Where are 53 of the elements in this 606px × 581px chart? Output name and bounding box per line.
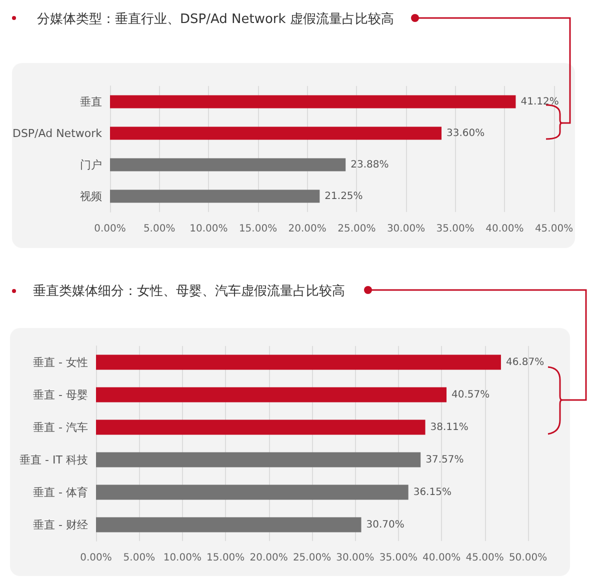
bar xyxy=(110,190,320,203)
x-tick-label: 40.00% xyxy=(486,224,524,234)
data-label: 40.57% xyxy=(452,389,490,400)
bar xyxy=(110,158,346,172)
x-tick-label: 40.00% xyxy=(422,552,461,564)
data-label: 30.70% xyxy=(366,519,404,530)
x-tick-label: 35.00% xyxy=(436,224,474,234)
y-tick-label: 门户 xyxy=(80,158,102,172)
y-tick-label: 垂直 - IT 科技 xyxy=(20,453,88,466)
y-tick-label: DSP/Ad Network xyxy=(12,126,103,140)
x-tick-label: 0.00% xyxy=(94,224,126,234)
bar xyxy=(96,387,447,402)
x-tick-label: 10.00% xyxy=(190,224,228,234)
x-tick-label: 25.00% xyxy=(292,552,332,564)
x-tick-label: 0.00% xyxy=(80,552,112,564)
y-tick-label: 垂直 - 汽车 xyxy=(33,420,88,434)
data-label: 33.60% xyxy=(446,128,485,139)
y-tick-label: 视频 xyxy=(80,190,102,203)
x-tick-label: 35.00% xyxy=(379,552,418,564)
x-tick-label: 45.00% xyxy=(534,224,574,234)
x-tick-label: 10.00% xyxy=(163,552,202,564)
x-tick-label: 15.00% xyxy=(238,224,278,234)
bar xyxy=(96,420,426,435)
x-tick-label: 30.00% xyxy=(386,224,426,234)
x-tick-label: 30.00% xyxy=(336,552,374,564)
chart-title: 分媒体类型：垂直行业、DSP/Ad Network 虚假流量占比较高 xyxy=(37,11,394,27)
bar xyxy=(96,452,421,468)
x-tick-label: 15.00% xyxy=(206,552,245,564)
x-tick-label: 5.00% xyxy=(143,224,176,234)
bar xyxy=(96,354,501,370)
data-label: 21.25% xyxy=(324,190,363,202)
y-tick-label: 垂直 - 体育 xyxy=(33,486,88,499)
y-tick-label: 垂直 - 女性 xyxy=(33,356,88,369)
x-tick-label: 20.00% xyxy=(250,552,288,564)
bar xyxy=(96,517,362,532)
x-tick-label: 45.00% xyxy=(466,552,504,564)
y-tick-label: 垂直 - 财经 xyxy=(33,518,88,532)
x-tick-label: 25.00% xyxy=(338,224,376,234)
data-label: 36.15% xyxy=(413,486,452,498)
data-label: 23.88% xyxy=(350,159,389,170)
x-tick-label: 5.00% xyxy=(123,552,156,564)
data-label: 46.87% xyxy=(506,356,544,368)
y-tick-label: 垂直 - 母婴 xyxy=(33,388,88,402)
data-label: 38.11% xyxy=(430,422,468,433)
bar xyxy=(110,126,442,140)
chart-title: 垂直类媒体细分：女性、母婴、汽车虚假流量占比较高 xyxy=(33,283,345,299)
bar xyxy=(96,484,408,500)
data-label: 37.57% xyxy=(426,454,464,466)
x-tick-label: 50.00% xyxy=(508,552,548,564)
x-tick-label: 20.00% xyxy=(288,224,326,234)
bar xyxy=(110,95,516,108)
data-label: 41.12% xyxy=(520,96,559,108)
y-tick-label: 垂直 xyxy=(80,95,102,108)
